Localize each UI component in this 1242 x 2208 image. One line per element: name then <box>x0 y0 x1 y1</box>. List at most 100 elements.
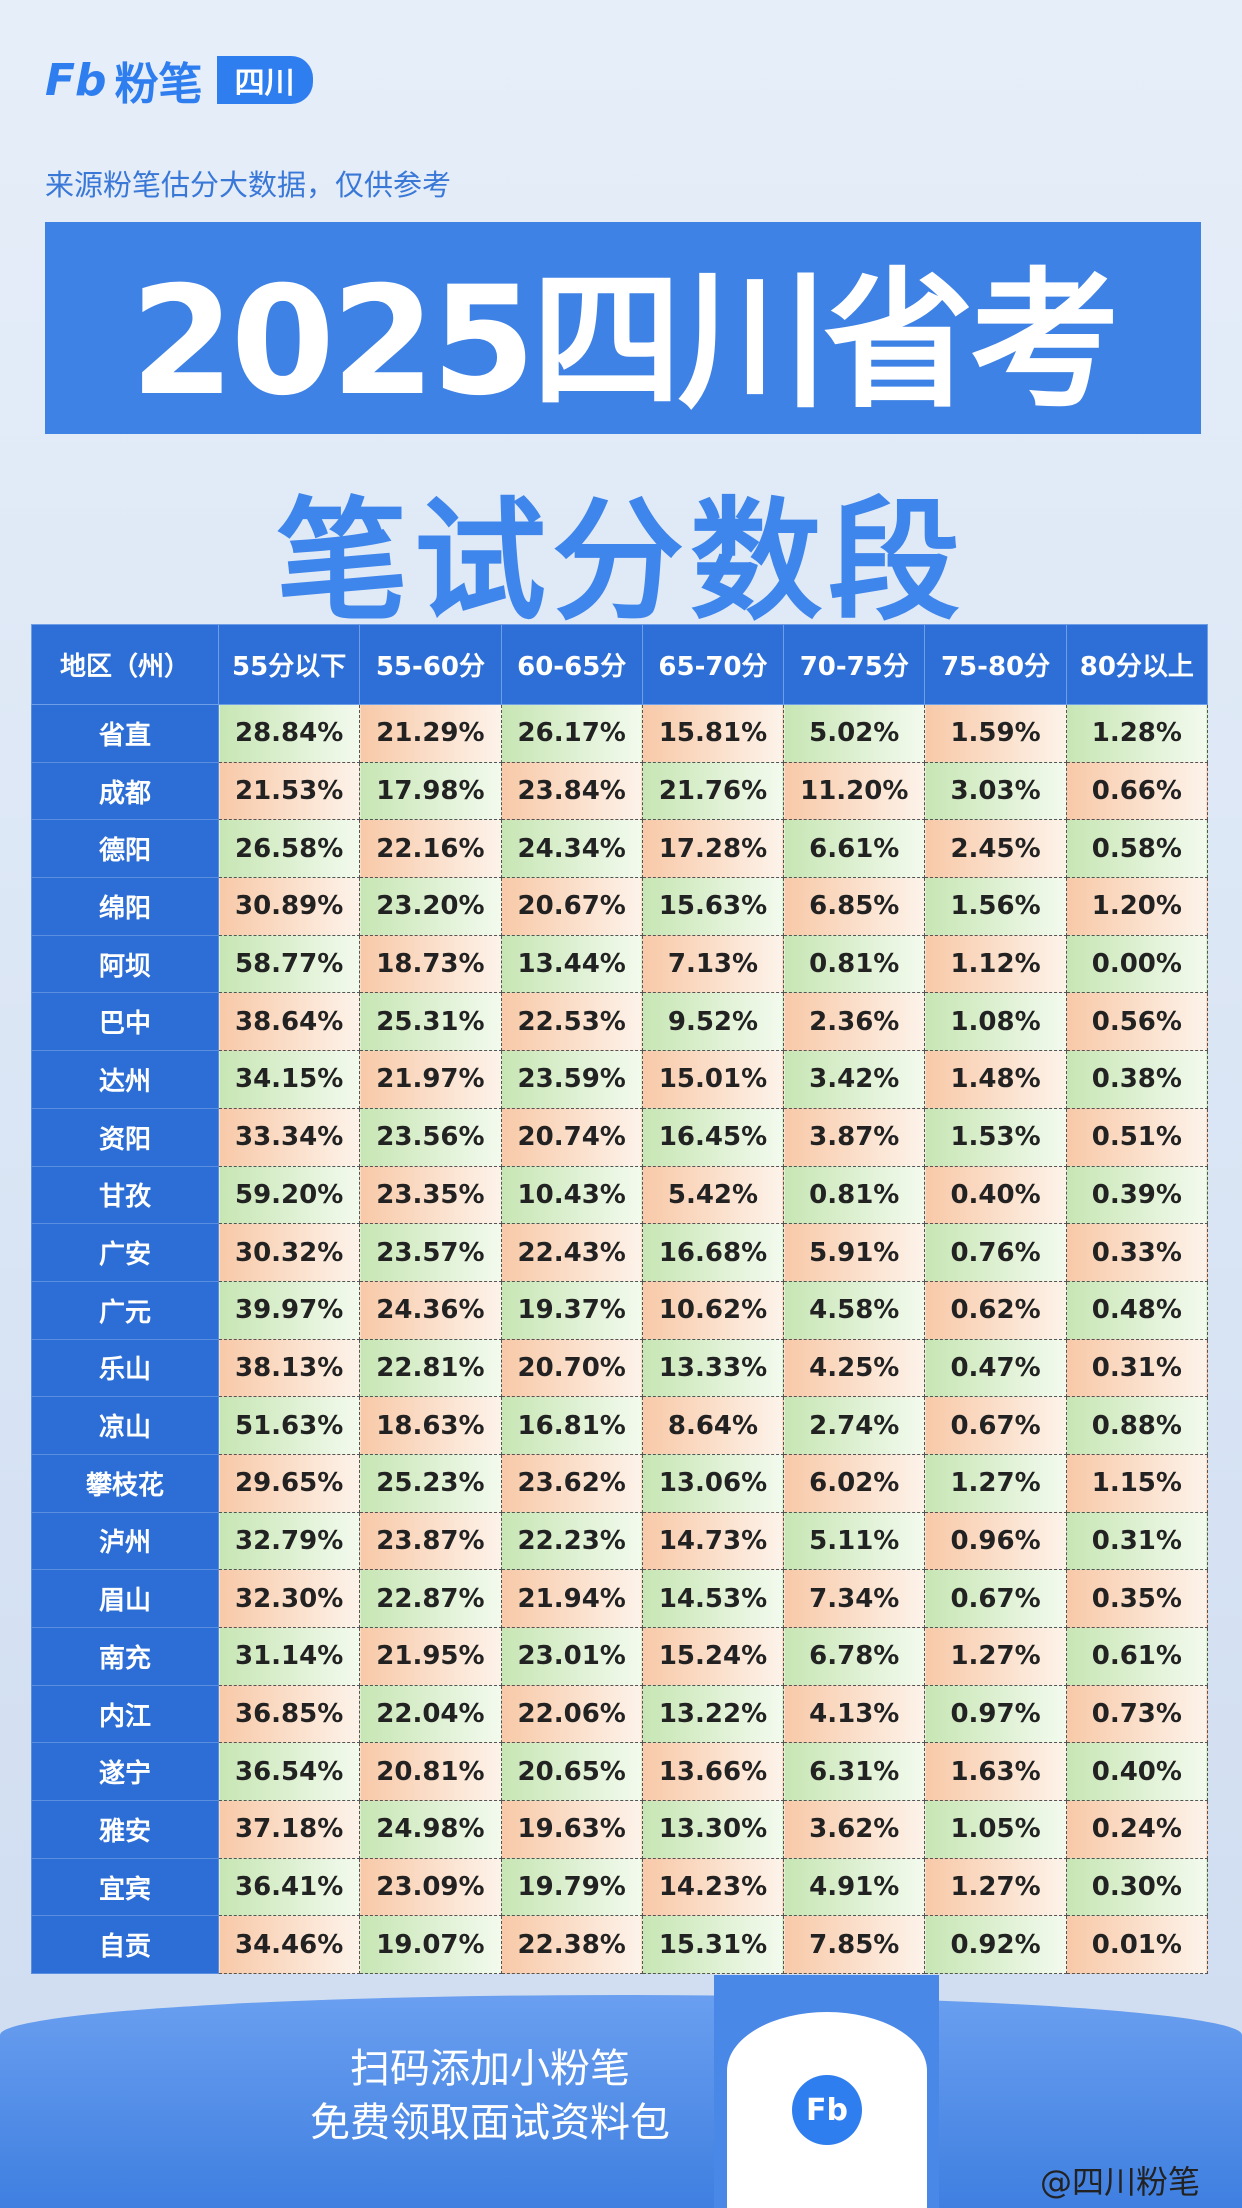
table-row: 宜宾 36.41% 23.09% 19.79% 14.23% 4.91% 1.27% 0.30… <box>31 1857 1209 1917</box>
region-cell: 攀枝花 <box>31 1453 219 1513</box>
value-cell: 1.59% <box>924 704 1067 763</box>
value-cell: 22.16% <box>359 819 502 879</box>
score-table: 地区（州） 55分以下 55-60分 60-65分 65-70分 70-75分 75-80分… <box>31 624 1209 1975</box>
value-cell: 15.63% <box>641 877 785 936</box>
value-cell: 30.32% <box>217 1223 361 1282</box>
column-header: 地区（州） <box>31 624 219 705</box>
region-cell: 绵阳 <box>31 877 219 936</box>
value-cell: 0.58% <box>1065 819 1209 879</box>
value-cell: 10.43% <box>500 1165 643 1225</box>
table-row: 自贡 34.46% 19.07% 22.38% 15.31% 7.85% 0.92% 0.01… <box>31 1915 1209 1975</box>
value-cell: 58.77% <box>217 934 361 994</box>
value-cell: 21.53% <box>217 761 361 821</box>
value-cell: 1.63% <box>924 1742 1067 1802</box>
column-header: 55分以下 <box>217 624 361 705</box>
value-cell: 11.20% <box>783 761 926 821</box>
value-cell: 37.18% <box>217 1800 361 1859</box>
value-cell: 1.27% <box>924 1627 1067 1686</box>
value-cell: 36.41% <box>217 1857 361 1917</box>
value-cell: 23.01% <box>500 1627 643 1686</box>
qr-mark: Fb <box>792 2075 862 2145</box>
value-cell: 13.06% <box>641 1453 785 1513</box>
value-cell: 4.13% <box>783 1684 926 1744</box>
value-cell: 3.42% <box>783 1050 926 1109</box>
column-header: 55-60分 <box>359 624 502 705</box>
value-cell: 0.24% <box>1065 1800 1209 1859</box>
value-cell: 1.56% <box>924 877 1067 936</box>
value-cell: 5.11% <box>783 1511 926 1571</box>
value-cell: 4.25% <box>783 1338 926 1398</box>
value-cell: 2.74% <box>783 1396 926 1455</box>
value-cell: 38.64% <box>217 992 361 1052</box>
value-cell: 31.14% <box>217 1627 361 1686</box>
value-cell: 19.79% <box>500 1857 643 1917</box>
value-cell: 19.63% <box>500 1800 643 1859</box>
value-cell: 21.29% <box>359 704 502 763</box>
table-row: 泸州 32.79% 23.87% 22.23% 14.73% 5.11% 0.96% 0.31… <box>31 1511 1209 1571</box>
value-cell: 1.48% <box>924 1050 1067 1109</box>
value-cell: 0.62% <box>924 1280 1067 1340</box>
value-cell: 0.92% <box>924 1915 1067 1975</box>
logo: Fb 粉笔 四川 <box>45 55 313 110</box>
value-cell: 0.73% <box>1065 1684 1209 1744</box>
value-cell: 0.96% <box>924 1511 1067 1571</box>
value-cell: 2.45% <box>924 819 1067 879</box>
region-cell: 成都 <box>31 761 219 821</box>
table-row: 阿坝 58.77% 18.73% 13.44% 7.13% 0.81% 1.12% 0.00% <box>31 934 1209 994</box>
table-row: 成都 21.53% 17.98% 23.84% 21.76% 11.20% 3.03% 0.6… <box>31 761 1209 821</box>
column-header: 65-70分 <box>641 624 785 705</box>
value-cell: 34.15% <box>217 1050 361 1109</box>
value-cell: 22.23% <box>500 1511 643 1571</box>
value-cell: 1.20% <box>1065 877 1209 936</box>
value-cell: 0.76% <box>924 1223 1067 1282</box>
region-cell: 乐山 <box>31 1338 219 1398</box>
value-cell: 2.36% <box>783 992 926 1052</box>
value-cell: 39.97% <box>217 1280 361 1340</box>
table-row: 广元 39.97% 24.36% 19.37% 10.62% 4.58% 0.62% 0.48… <box>31 1280 1209 1340</box>
value-cell: 13.44% <box>500 934 643 994</box>
value-cell: 13.66% <box>641 1742 785 1802</box>
region-cell: 眉山 <box>31 1569 219 1628</box>
value-cell: 16.68% <box>641 1223 785 1282</box>
value-cell: 0.40% <box>924 1165 1067 1225</box>
value-cell: 16.45% <box>641 1107 785 1167</box>
value-cell: 1.27% <box>924 1453 1067 1513</box>
value-cell: 23.56% <box>359 1107 502 1167</box>
value-cell: 36.54% <box>217 1742 361 1802</box>
value-cell: 1.15% <box>1065 1453 1209 1513</box>
value-cell: 22.81% <box>359 1338 502 1398</box>
table-row: 资阳 33.34% 23.56% 20.74% 16.45% 3.87% 1.53% 0.51… <box>31 1107 1209 1167</box>
value-cell: 22.04% <box>359 1684 502 1744</box>
value-cell: 0.97% <box>924 1684 1067 1744</box>
value-cell: 18.63% <box>359 1396 502 1455</box>
value-cell: 15.81% <box>641 704 785 763</box>
column-header: 80分以上 <box>1065 624 1209 705</box>
banner: 2025四川省考 <box>45 222 1201 434</box>
column-header: 60-65分 <box>500 624 643 705</box>
value-cell: 20.67% <box>500 877 643 936</box>
value-cell: 23.20% <box>359 877 502 936</box>
region-cell: 凉山 <box>31 1396 219 1455</box>
value-cell: 1.12% <box>924 934 1067 994</box>
region-cell: 阿坝 <box>31 934 219 994</box>
value-cell: 25.31% <box>359 992 502 1052</box>
value-cell: 26.17% <box>500 704 643 763</box>
value-cell: 20.74% <box>500 1107 643 1167</box>
value-cell: 0.51% <box>1065 1107 1209 1167</box>
value-cell: 19.07% <box>359 1915 502 1975</box>
value-cell: 24.36% <box>359 1280 502 1340</box>
value-cell: 0.39% <box>1065 1165 1209 1225</box>
value-cell: 21.95% <box>359 1627 502 1686</box>
value-cell: 29.65% <box>217 1453 361 1513</box>
value-cell: 32.79% <box>217 1511 361 1571</box>
footer-line: 免费领取面试资料包 <box>310 2100 670 2146</box>
value-cell: 0.66% <box>1065 761 1209 821</box>
table-row: 巴中 38.64% 25.31% 22.53% 9.52% 2.36% 1.08% 0.56% <box>31 992 1209 1052</box>
region-cell: 资阳 <box>31 1107 219 1167</box>
value-cell: 5.42% <box>641 1165 785 1225</box>
value-cell: 3.62% <box>783 1800 926 1859</box>
value-cell: 25.23% <box>359 1453 502 1513</box>
value-cell: 3.03% <box>924 761 1067 821</box>
table-row: 凉山 51.63% 18.63% 16.81% 8.64% 2.74% 0.67% 0.88% <box>31 1396 1209 1455</box>
